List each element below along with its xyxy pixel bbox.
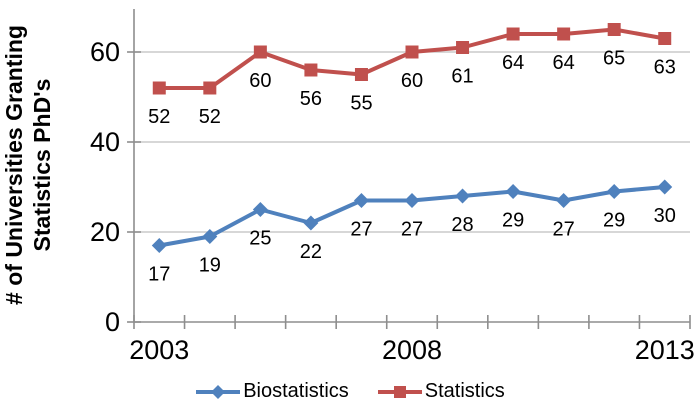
- data-label-statistics: 63: [654, 57, 676, 79]
- data-label-biostatistics: 22: [300, 241, 322, 263]
- data-label-statistics: 60: [249, 70, 271, 92]
- statistics-legend-marker-icon: [377, 385, 422, 398]
- data-point-biostatistics: [151, 238, 167, 253]
- data-point-biostatistics: [303, 215, 319, 231]
- data-label-biostatistics: 27: [401, 219, 423, 241]
- data-label-statistics: 52: [148, 106, 170, 128]
- data-point-biostatistics: [252, 202, 268, 217]
- data-point-biostatistics: [404, 193, 420, 208]
- data-point-biostatistics: [556, 193, 572, 208]
- data-point-statistics: [456, 41, 470, 54]
- data-label-biostatistics: 27: [553, 219, 575, 241]
- data-label-biostatistics: 28: [451, 214, 473, 236]
- x-tick-label: 2008: [382, 335, 442, 365]
- x-tick-label: 2013: [635, 335, 695, 365]
- data-point-statistics: [607, 23, 621, 36]
- legend-label-biostatistics: Biostatistics: [243, 380, 349, 402]
- data-label-statistics: 65: [603, 48, 625, 70]
- data-point-biostatistics: [455, 188, 471, 204]
- data-point-statistics: [354, 68, 368, 81]
- data-point-biostatistics: [657, 179, 673, 195]
- legend: Biostatistics Statistics: [0, 380, 700, 403]
- data-point-biostatistics: [353, 193, 369, 208]
- data-point-statistics: [658, 32, 672, 45]
- legend-marker: [393, 385, 406, 398]
- data-label-statistics: 64: [502, 52, 524, 74]
- data-label-biostatistics: 29: [603, 210, 625, 232]
- x-tick-label: 2003: [129, 335, 189, 365]
- legend-item-statistics: Statistics: [377, 380, 505, 403]
- biostatistics-legend-marker-icon: [196, 384, 241, 399]
- data-point-biostatistics: [606, 184, 622, 199]
- data-label-biostatistics: 30: [654, 205, 676, 227]
- data-label-statistics: 60: [401, 70, 423, 92]
- legend-item-biostatistics: Biostatistics: [195, 380, 349, 403]
- y-tick-label: 0: [105, 307, 120, 337]
- y-tick-label: 60: [90, 37, 120, 67]
- y-tick-label: 20: [90, 217, 120, 247]
- y-tick-label: 40: [90, 127, 120, 157]
- data-label-biostatistics: 17: [148, 264, 170, 286]
- data-point-statistics: [405, 45, 419, 59]
- data-point-statistics: [506, 27, 520, 41]
- data-point-statistics: [203, 81, 217, 95]
- data-label-statistics: 55: [350, 93, 372, 115]
- data-label-biostatistics: 19: [199, 255, 221, 277]
- data-label-statistics: 56: [300, 88, 322, 110]
- data-point-statistics: [152, 81, 166, 95]
- data-point-statistics: [253, 45, 267, 59]
- data-label-statistics: 52: [199, 106, 221, 128]
- legend-marker: [211, 384, 226, 399]
- data-point-statistics: [304, 63, 318, 77]
- data-label-statistics: 61: [451, 66, 473, 88]
- data-label-biostatistics: 25: [249, 228, 271, 250]
- legend-label-statistics: Statistics: [424, 380, 505, 402]
- data-label-biostatistics: 29: [502, 210, 524, 232]
- data-label-biostatistics: 27: [350, 219, 372, 241]
- data-label-statistics: 64: [553, 52, 575, 74]
- data-point-biostatistics: [505, 184, 521, 199]
- data-point-biostatistics: [202, 229, 218, 244]
- data-point-statistics: [557, 27, 571, 41]
